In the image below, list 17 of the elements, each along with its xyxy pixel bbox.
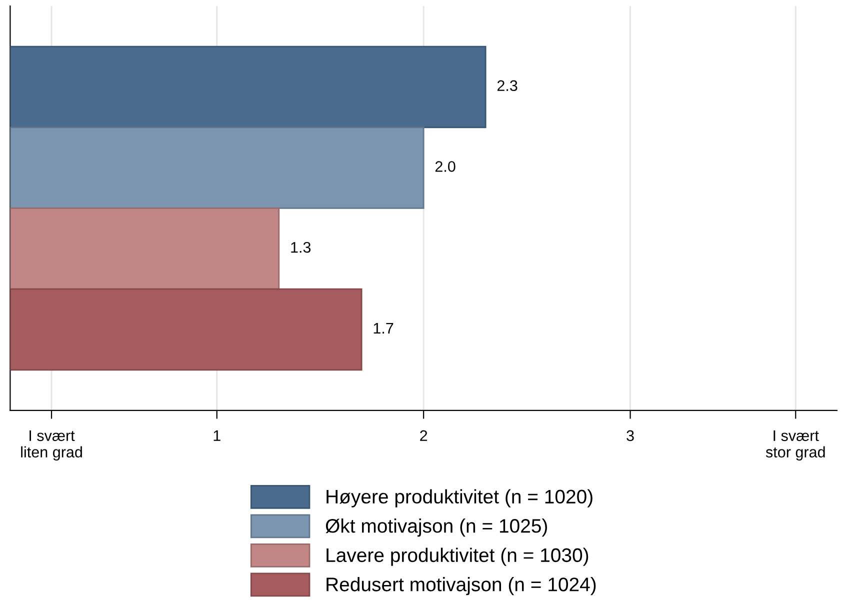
legend-label: Lavere produktivitet (n = 1030): [326, 548, 588, 566]
x-tick-label: 3: [626, 430, 634, 442]
legend-label: Økt motivajson (n = 1025): [326, 518, 548, 537]
bar: [10, 288, 362, 371]
x-tick-label: 1: [214, 430, 220, 441]
data-label: 1.3: [291, 242, 311, 253]
bar: [10, 126, 424, 209]
bar: [10, 208, 280, 290]
bar: [10, 46, 486, 128]
data-label: 2.0: [435, 161, 456, 172]
x-tick-label: I svært liten grad: [21, 430, 82, 461]
x-tick-label: I svært stor grad: [766, 430, 825, 461]
data-label: 2.3: [497, 80, 518, 92]
legend-label: Høyere produktivitet (n = 1020): [326, 489, 592, 508]
legend-label: Redusert motivajson (n = 1024): [326, 577, 596, 596]
data-label: 1.7: [374, 322, 394, 334]
x-tick-label: 2: [420, 430, 428, 441]
